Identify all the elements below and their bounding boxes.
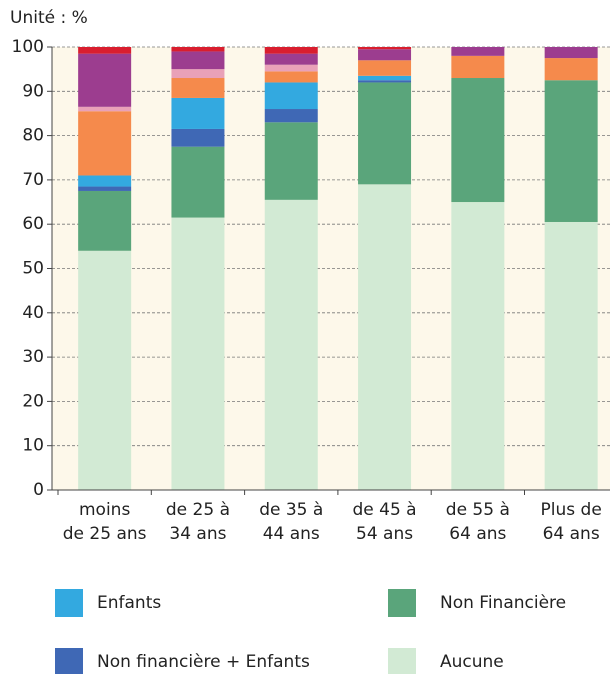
bar-segment [358, 75, 412, 81]
y-tick-label: 80 [22, 126, 44, 146]
x-tick-label: de 25 à 34 ans [166, 500, 230, 544]
x-tick-label-line: 44 ans [263, 524, 320, 544]
legend-swatch [55, 648, 83, 674]
bar-segment [264, 71, 318, 83]
y-tick-label: 70 [22, 170, 44, 190]
bar-segment [171, 217, 225, 490]
bar-segment [264, 109, 318, 123]
x-tick-label: de 55 à 64 ans [446, 500, 510, 544]
legend-label: Aucune [440, 652, 504, 672]
legend-label: Non financière + Enfants [97, 652, 310, 672]
bar-segment [358, 80, 412, 83]
bar-segment [78, 111, 132, 176]
bar-segment [451, 47, 505, 56]
x-tick-label-line: 64 ans [449, 524, 506, 544]
legend-swatch [388, 648, 416, 674]
x-tick-label-line: 64 ans [543, 524, 600, 544]
bar-segment [358, 184, 412, 490]
y-tick-label: 10 [22, 436, 44, 456]
legend-swatch [388, 589, 416, 617]
y-tick-label: 0 [33, 480, 44, 500]
legend-swatch [55, 589, 83, 617]
x-tick-label-line: de 25 à [166, 500, 230, 520]
bar-segment [78, 250, 132, 490]
bar-segment [264, 199, 318, 490]
bar-segment [264, 122, 318, 200]
x-tick-label-line: de 45 à [352, 500, 416, 520]
bar-segment [544, 47, 598, 59]
y-tick-label: 90 [22, 81, 44, 101]
bar-segment [78, 186, 132, 191]
legend-label: Enfants [97, 593, 161, 613]
bar-segment [171, 128, 225, 147]
bar-segment [171, 51, 225, 70]
bar-segment [544, 80, 598, 222]
bar-segment [264, 53, 318, 65]
bar-segment [264, 64, 318, 72]
bar-segment [264, 47, 318, 54]
bar-segment [358, 49, 412, 61]
y-tick-label: 20 [22, 391, 44, 411]
bar-segment [171, 69, 225, 79]
x-tick-label-line: de 25 ans [63, 524, 147, 544]
legend-label: Non Financière [440, 593, 566, 613]
y-tick-label: 30 [22, 347, 44, 367]
x-tick-label-line: Plus de [541, 500, 602, 520]
x-tick-label-line: de 35 à [259, 500, 323, 520]
bar-segment [358, 47, 412, 50]
bar-segment [451, 78, 505, 203]
x-tick-label: de 45 à 54 ans [352, 500, 416, 544]
x-tick-label: Plus de 64 ans [541, 500, 602, 544]
bar-segment [78, 190, 132, 251]
x-tick-label: moins de 25 ans [63, 500, 147, 544]
x-tick-label: de 35 à 44 ans [259, 500, 323, 544]
bar-segment [78, 47, 132, 54]
x-tick-label-line: de 55 à [446, 500, 510, 520]
bar-segment [78, 175, 132, 187]
y-tick-label: 50 [22, 259, 44, 279]
bar-segment [78, 106, 132, 112]
bar-segment [78, 53, 132, 107]
bar-segment [171, 146, 225, 218]
plot-background [52, 47, 610, 490]
bar-segment [451, 202, 505, 491]
bar-segment [171, 97, 225, 129]
bar-segment [171, 47, 225, 52]
x-tick-label-line: 54 ans [356, 524, 413, 544]
x-tick-label-line: 34 ans [169, 524, 226, 544]
bar-segment [544, 221, 598, 491]
bar-segment [358, 60, 412, 76]
bar-segment [544, 58, 598, 81]
bar-segment [264, 82, 318, 110]
y-axis-label: Unité : % [10, 8, 88, 28]
y-tick-label: 100 [12, 37, 44, 57]
y-tick-label: 40 [22, 303, 44, 323]
bar-segment [171, 78, 225, 98]
y-tick-label: 60 [22, 214, 44, 234]
bar-segment [451, 55, 505, 79]
bar-segment [358, 82, 412, 185]
x-tick-label-line: moins [79, 500, 130, 520]
